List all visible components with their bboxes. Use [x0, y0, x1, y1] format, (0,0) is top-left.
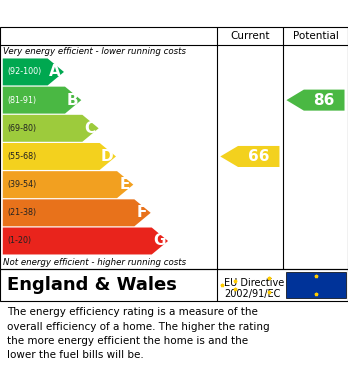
Text: (39-54): (39-54)	[7, 180, 36, 189]
Text: G: G	[153, 233, 165, 249]
Text: Potential: Potential	[293, 31, 338, 41]
Text: A: A	[49, 65, 61, 79]
Text: EU Directive: EU Directive	[224, 278, 284, 289]
Polygon shape	[3, 87, 81, 114]
Text: Not energy efficient - higher running costs: Not energy efficient - higher running co…	[3, 258, 186, 267]
Text: F: F	[136, 205, 147, 220]
Text: Very energy efficient - lower running costs: Very energy efficient - lower running co…	[3, 47, 186, 56]
Bar	[286, 272, 346, 298]
Text: 66: 66	[248, 149, 269, 164]
Text: (69-80): (69-80)	[7, 124, 36, 133]
Polygon shape	[3, 143, 116, 170]
Text: 86: 86	[314, 93, 335, 108]
Text: 2002/91/EC: 2002/91/EC	[224, 289, 280, 299]
Text: (55-68): (55-68)	[7, 152, 36, 161]
Text: C: C	[84, 121, 95, 136]
Text: England & Wales: England & Wales	[7, 276, 177, 294]
Polygon shape	[3, 171, 133, 198]
Text: (21-38): (21-38)	[7, 208, 36, 217]
Text: Energy Efficiency Rating: Energy Efficiency Rating	[10, 6, 220, 21]
Polygon shape	[3, 115, 98, 142]
Text: The energy efficiency rating is a measure of the
overall efficiency of a home. T: The energy efficiency rating is a measur…	[7, 307, 270, 361]
Text: (1-20): (1-20)	[7, 237, 31, 246]
Polygon shape	[220, 146, 279, 167]
Text: D: D	[101, 149, 113, 164]
Text: E: E	[119, 177, 129, 192]
Text: (81-91): (81-91)	[7, 96, 36, 105]
Polygon shape	[3, 59, 64, 85]
Polygon shape	[3, 199, 151, 226]
Text: (92-100): (92-100)	[7, 67, 41, 77]
Polygon shape	[3, 228, 168, 255]
Text: Current: Current	[230, 31, 270, 41]
Polygon shape	[286, 90, 345, 111]
Text: B: B	[66, 93, 78, 108]
